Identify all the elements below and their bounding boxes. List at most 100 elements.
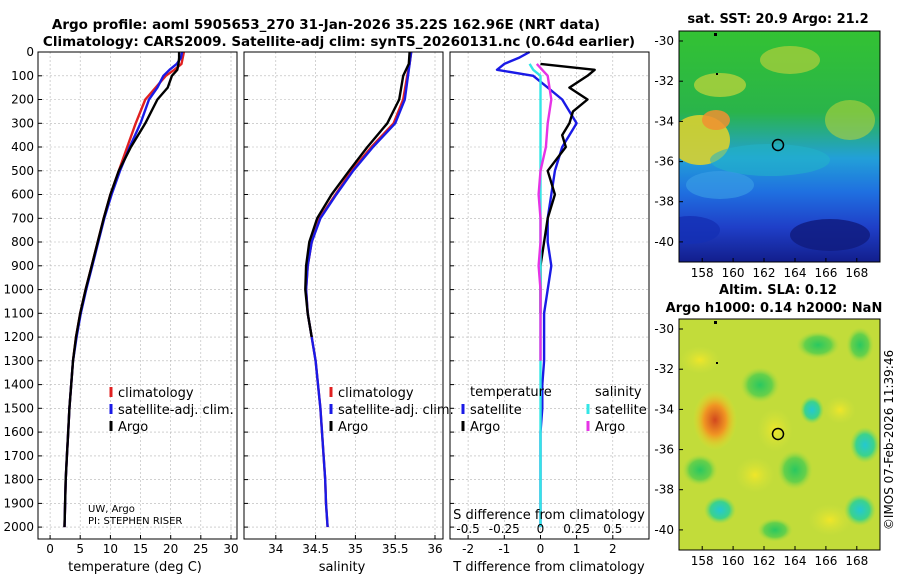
map-y-tick-label: -38 — [654, 195, 674, 209]
series-t-argo — [539, 62, 596, 314]
x-tick-label: -1 — [498, 542, 510, 556]
sla-field — [679, 319, 880, 550]
sst-label-dot — [714, 33, 717, 36]
sst-cool-band — [686, 171, 754, 199]
difference-panel: -2 -1 0 1 2 -0.5 -0.25 0 0.25 0.5 S difference fr… — [449, 50, 650, 575]
legend-climatology-label: climatology — [118, 386, 194, 401]
x-tick-label: 35 — [348, 542, 363, 556]
sst-label-dot — [716, 73, 718, 75]
x-tick-label: 10 — [103, 542, 118, 556]
x-tick-label: 0 — [537, 542, 545, 556]
map-y-tick-label: -40 — [654, 523, 674, 537]
salinity-panel: 34 34.5 35 35.5 36 salinity climatology sate… — [243, 51, 454, 575]
map-x-tick-label: 164 — [784, 554, 807, 568]
difference-series — [495, 50, 596, 528]
y-tick-label: 1600 — [3, 425, 34, 439]
salinity-series — [304, 51, 413, 528]
figure-title-line2: Climatology: CARS2009. Satellite-adj cli… — [43, 34, 635, 50]
map-x-tick-label: 162 — [753, 554, 776, 568]
salinity-xlabel: salinity — [319, 560, 366, 575]
series-s-argo — [535, 63, 553, 361]
sla-label-dot — [714, 321, 717, 324]
y-tick-label: 2000 — [3, 520, 34, 534]
difference-xlabel: T difference from climatology — [452, 560, 645, 575]
sst-warm-patch — [760, 46, 820, 74]
y-tick-label: 1700 — [3, 449, 34, 463]
top-x-tick-label: -0.25 — [489, 522, 520, 536]
y-tick-label: 700 — [11, 211, 34, 225]
y-tick-label: 800 — [11, 235, 34, 249]
sst-cold-patch — [790, 219, 870, 251]
x-tick-label: 34.5 — [302, 542, 329, 556]
x-tick-label: -2 — [462, 542, 474, 556]
legend-satellite-label: satellite-adj. clim. — [338, 403, 454, 418]
x-tick-label: 36 — [427, 542, 442, 556]
sla-low-anomaly — [800, 396, 824, 424]
series-argo — [304, 51, 411, 338]
imos-credit: ©IMOS 07-Feb-2026 11:39:46 — [882, 350, 896, 530]
map-y-tick-label: -40 — [654, 235, 674, 249]
x-tick-label: 2 — [609, 542, 617, 556]
x-tick-label: 1 — [573, 542, 581, 556]
sst-map-panel: sat. SST: 20.9 Argo: 21.2 158 160 162 164 16… — [654, 12, 881, 280]
source-annotation: UW, Argo — [88, 504, 135, 515]
sst-cold-patch — [679, 216, 720, 244]
y-tick-label: 0 — [26, 45, 34, 59]
sla-low-anomaly — [682, 454, 718, 486]
map-y-tick-label: -36 — [654, 155, 674, 169]
map-x-tick-label: 160 — [722, 266, 745, 280]
map-y-tick-label: -34 — [654, 114, 674, 128]
temperature-grid — [38, 51, 237, 539]
legend-t-satellite-label: satellite — [470, 403, 522, 418]
x-tick-label: 30 — [223, 542, 238, 556]
difference-axes-box — [449, 51, 650, 540]
y-tick-label: 1100 — [3, 306, 34, 320]
legend-argo-label: Argo — [338, 420, 368, 435]
map-x-tick-label: 164 — [784, 266, 807, 280]
y-tick-label: 1300 — [3, 354, 34, 368]
legend-satellite-label: satellite-adj. clim. — [118, 403, 234, 418]
y-tick-label: 600 — [11, 188, 34, 202]
x-tick-label: 5 — [76, 542, 84, 556]
top-x-tick-label: 0 — [537, 522, 545, 536]
sla-low-anomaly — [846, 327, 874, 363]
legend-argo-label: Argo — [118, 420, 148, 435]
sla-low-anomaly — [757, 518, 793, 542]
temperature-ticks: 0 5 10 15 20 25 300100200300400500600700800900… — [3, 45, 238, 556]
temperature-series — [63, 51, 186, 528]
sst-axes-box — [678, 30, 881, 263]
y-tick-label: 100 — [11, 69, 34, 83]
map-x-tick-label: 158 — [691, 554, 714, 568]
top-x-tick-label: 0.5 — [603, 522, 622, 536]
series-t-satellite — [495, 50, 578, 528]
map-y-tick-label: -30 — [654, 34, 674, 48]
top-x-tick-label: 0.25 — [563, 522, 590, 536]
sla-high-anomaly — [693, 390, 737, 450]
sla-high-anomaly — [735, 457, 775, 493]
map-y-tick-label: -38 — [654, 483, 674, 497]
sst-warm-patch — [694, 73, 746, 97]
sla-low-anomaly — [704, 496, 736, 524]
y-tick-label: 300 — [11, 116, 34, 130]
sla-float-marker — [771, 427, 785, 441]
sla-low-anomaly — [796, 331, 840, 359]
figure-title-line1: Argo profile: aoml 5905653_270 31-Jan-20… — [52, 17, 600, 33]
y-tick-label: 1200 — [3, 330, 34, 344]
map-y-tick-label: -36 — [654, 443, 674, 457]
x-tick-label: 35.5 — [382, 542, 409, 556]
sla-map-panel: Altim. SLA: 0.12 Argo h1000: 0.14 h2000:… — [654, 283, 882, 568]
salinity-ticks: 34 34.5 35 35.5 36 — [244, 51, 443, 556]
y-tick-label: 1400 — [3, 378, 34, 392]
top-x-tick-label: -0.5 — [456, 522, 479, 536]
y-tick-label: 500 — [11, 164, 34, 178]
sst-map-title: sat. SST: 20.9 Argo: 21.2 — [687, 12, 868, 27]
x-tick-label: 0 — [46, 542, 54, 556]
x-tick-label: 25 — [193, 542, 208, 556]
y-tick-label: 1800 — [3, 473, 34, 487]
legend-s-satellite-label: satellite — [595, 403, 647, 418]
sla-high-anomaly — [824, 396, 856, 424]
salinity-grid — [244, 51, 443, 539]
map-x-tick-label: 166 — [814, 266, 837, 280]
